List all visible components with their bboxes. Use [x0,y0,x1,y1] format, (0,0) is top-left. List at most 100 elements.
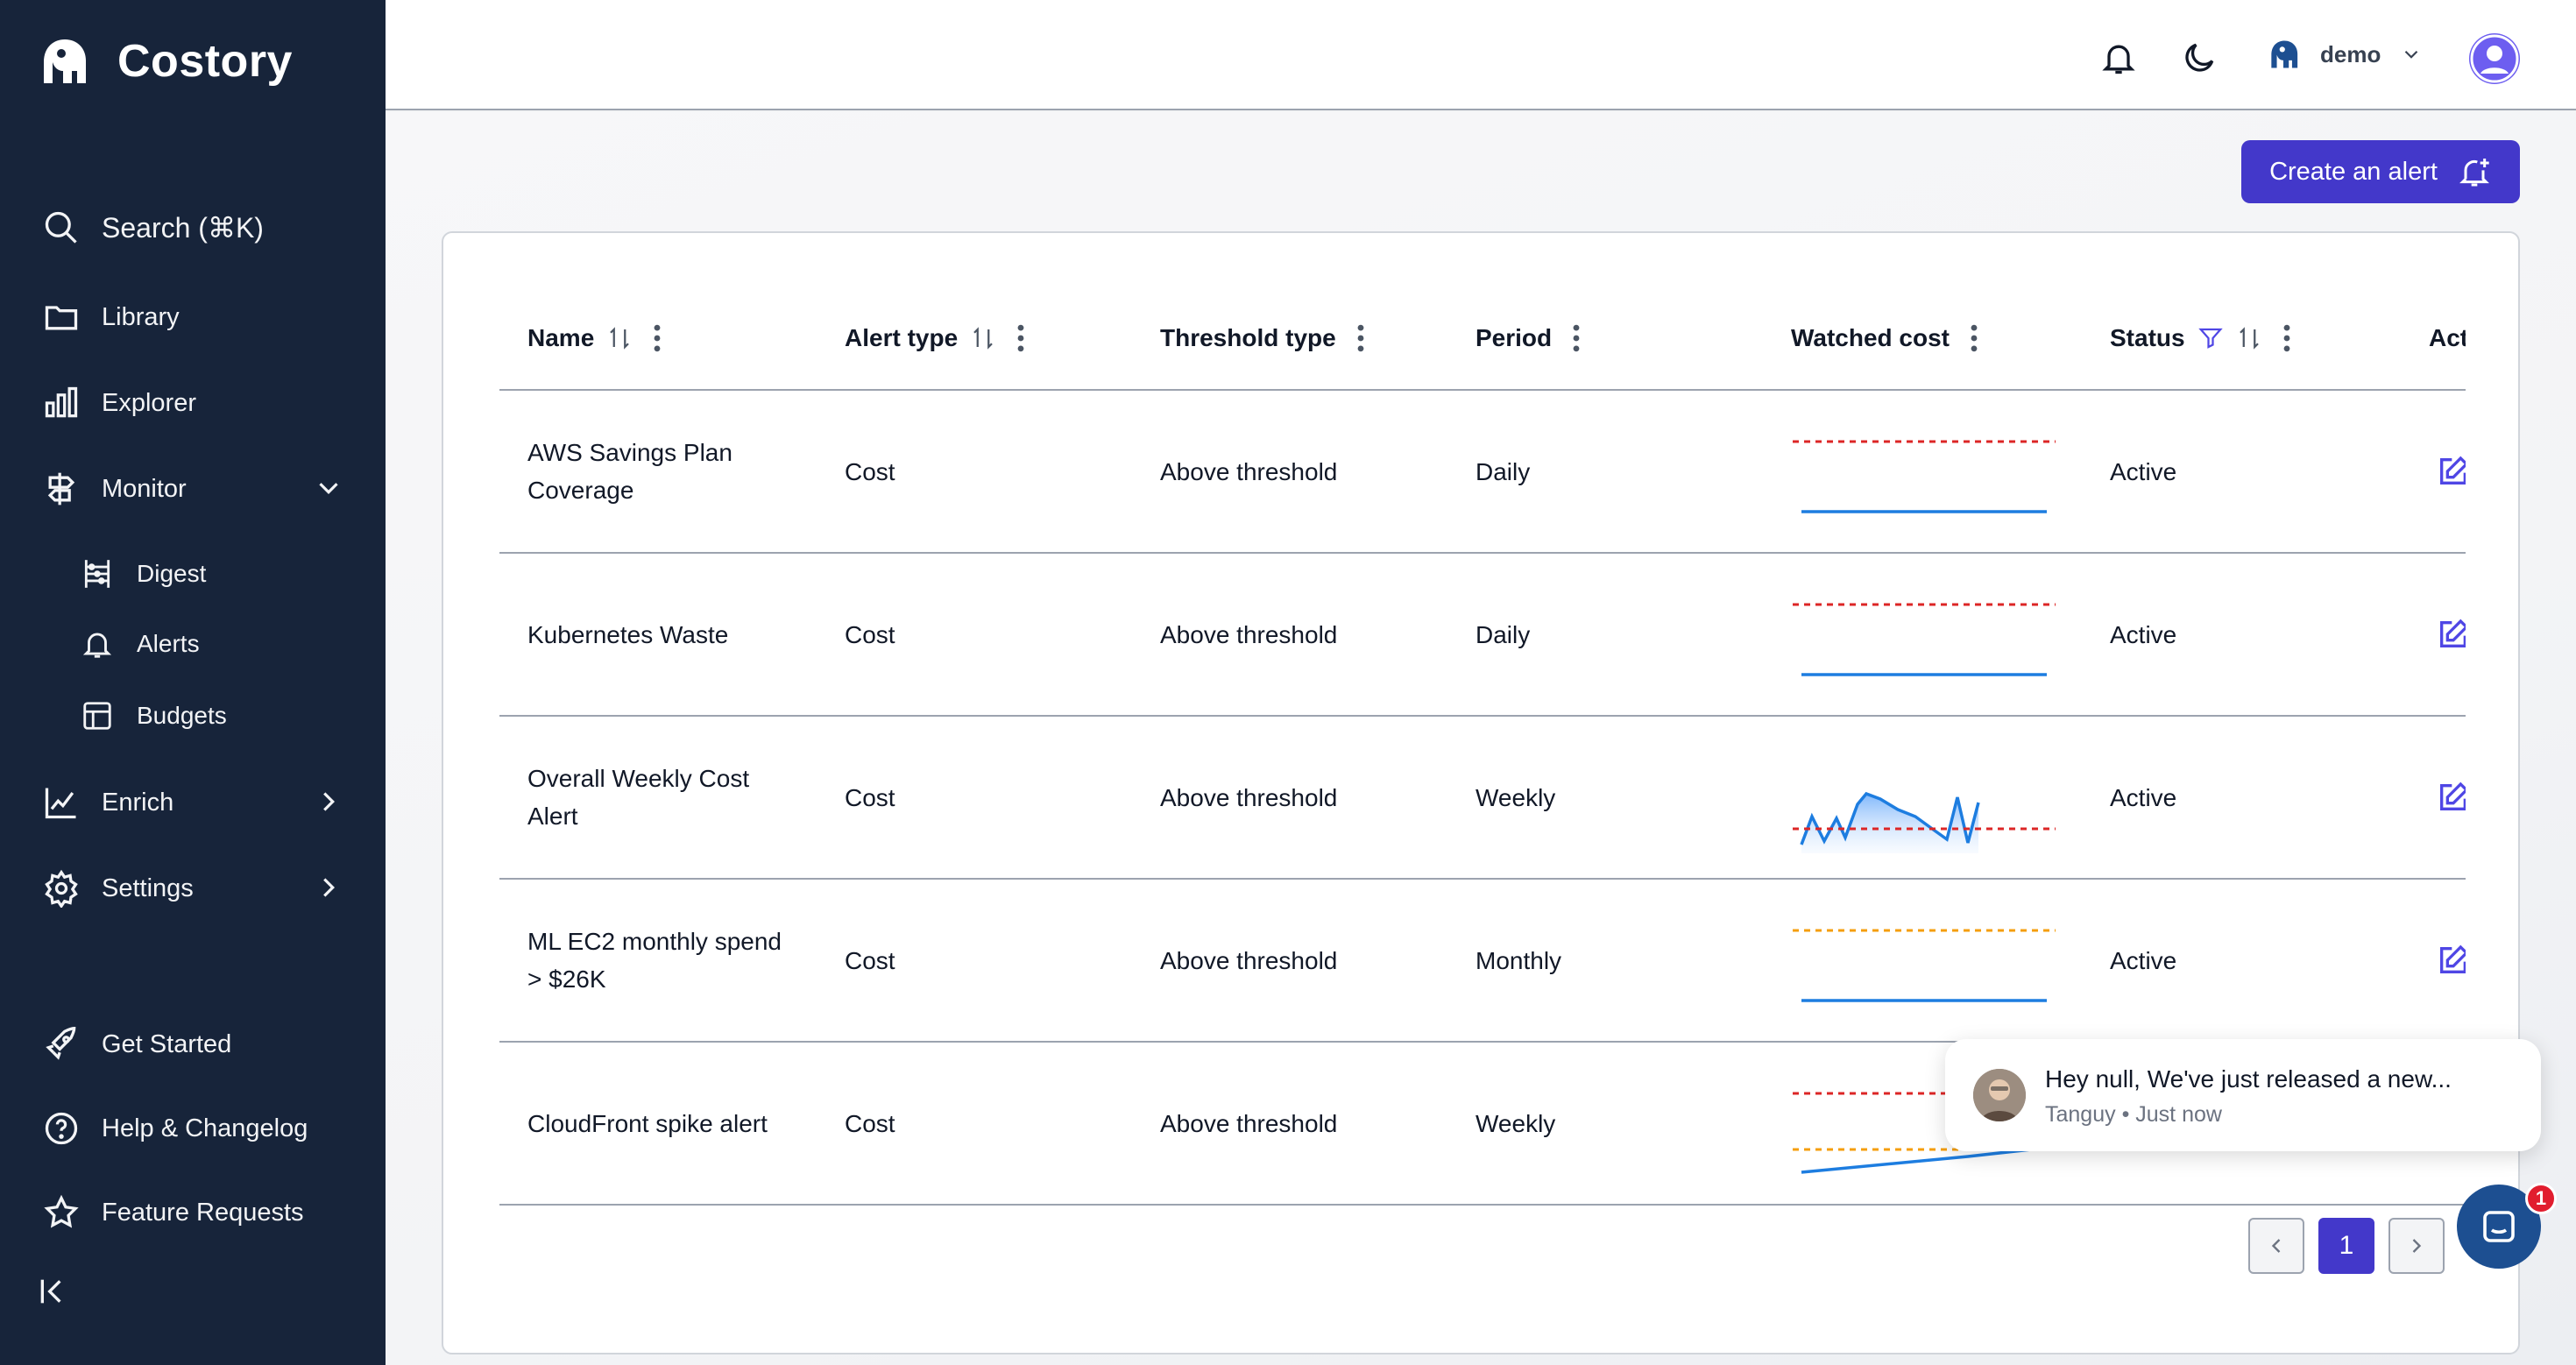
sidebar-item-label: Monitor [102,474,187,503]
sidebar-item-settings[interactable]: Settings [42,869,194,908]
table-row[interactable]: AWS Savings Plan Coverage Cost Above thr… [499,391,2466,554]
sidebar-item-library[interactable]: Library [42,298,180,336]
chat-icon [2483,1211,2515,1242]
table-icon [83,702,111,730]
chevron-right-icon [2412,1239,2422,1253]
column-menu-icon[interactable] [1969,323,1979,353]
sidebar-item-label: Feature Requests [102,1198,304,1227]
alerts-table: Name Alert type Threshold type Period Wa… [499,286,2466,1258]
watched-cost-sparkline [1793,603,2056,676]
user-avatar[interactable] [2469,33,2520,84]
brand-name: Costory [117,36,293,87]
cell-threshold-type: Above threshold [1160,620,1338,648]
sidebar-item-label: Enrich [102,788,174,817]
chevron-right-icon[interactable] [312,785,345,818]
brand[interactable]: Costory [35,35,293,88]
column-header-period[interactable]: Period [1476,286,1582,391]
sidebar: Costory Search (⌘K) Library Explorer Mon… [0,0,386,1365]
org-name: demo [2320,40,2381,67]
column-menu-icon[interactable] [1016,323,1026,353]
search-button[interactable]: Search (⌘K) [42,209,264,247]
signpost-icon [47,472,75,506]
column-menu-icon[interactable] [1355,323,1366,353]
bar-chart-icon [45,386,78,418]
sidebar-item-enrich[interactable]: Enrich [42,783,173,822]
column-menu-icon[interactable] [2282,323,2292,353]
bell-plus-icon [2459,159,2489,187]
search-icon [45,211,77,244]
sidebar-item-feature-requests[interactable]: Feature Requests [42,1193,304,1232]
cell-period: Weekly [1476,1109,1556,1137]
chat-notification[interactable]: Hey null, We've just released a new... T… [1945,1039,2541,1151]
chevron-down-icon[interactable] [312,471,345,505]
cell-alert-type: Cost [845,457,895,485]
cell-threshold-type: Above threshold [1160,946,1338,974]
column-header-actions: Act [2429,286,2466,391]
column-header-alert-type[interactable]: Alert type [845,286,1026,391]
filter-icon[interactable] [2197,325,2224,351]
sidebar-item-label: Digest [137,560,207,587]
column-label: Threshold type [1160,324,1336,351]
prev-page-button[interactable] [2248,1218,2304,1274]
column-header-name[interactable]: Name [527,286,662,391]
column-header-threshold-type[interactable]: Threshold type [1160,286,1366,391]
next-page-button[interactable] [2388,1218,2445,1274]
sidebar-item-label: Help & Changelog [102,1114,308,1142]
elephant-icon [44,39,86,83]
chevron-right-icon[interactable] [312,871,345,904]
sidebar-item-monitor[interactable]: Monitor [42,470,187,508]
table-row[interactable]: Kubernetes Waste Cost Above threshold Da… [499,554,2466,717]
sidebar-item-digest[interactable]: Digest [81,557,206,591]
column-label: Name [527,324,595,351]
sort-icon[interactable] [606,325,633,351]
table-row[interactable]: Overall Weekly Cost Alert Cost Above thr… [499,717,2466,880]
org-switcher[interactable]: demo [2266,39,2423,70]
column-menu-icon[interactable] [1571,323,1582,353]
dark-mode-moon-icon[interactable] [2180,39,2219,77]
watched-cost-sparkline [1793,791,2056,853]
cell-name: Overall Weekly Cost Alert [527,765,750,830]
notifications-bell-icon[interactable] [2099,39,2138,77]
edit-icon[interactable] [2436,454,2466,489]
edit-icon[interactable] [2436,617,2466,652]
table-row[interactable]: ML EC2 monthly spend > $26K Cost Above t… [499,880,2466,1043]
column-menu-icon[interactable] [652,323,662,353]
cell-name: AWS Savings Plan Coverage [527,439,732,504]
cell-status: Active [2110,946,2177,974]
edit-icon[interactable] [2436,780,2466,815]
sidebar-item-label: Library [102,302,180,331]
bell-icon [82,633,112,658]
cell-status: Active [2110,620,2177,648]
sidebar-item-get-started[interactable]: Get Started [42,1025,231,1064]
column-header-watched-cost[interactable]: Watched cost [1791,286,1979,391]
column-header-status[interactable]: Status [2110,286,2292,391]
sidebar-item-help[interactable]: Help & Changelog [42,1109,308,1148]
column-label: Period [1476,324,1553,351]
sidebar-item-explorer[interactable]: Explorer [42,384,196,422]
cell-name: ML EC2 monthly spend > $26K [527,928,782,993]
collapse-sidebar-icon[interactable] [35,1274,70,1309]
column-label: Act [2429,324,2466,351]
sort-icon[interactable] [970,325,996,351]
column-label: Watched cost [1791,324,1950,351]
alerts-table-card: Name Alert type Threshold type Period Wa… [442,231,2520,1354]
create-alert-label: Create an alert [2269,157,2438,186]
cell-period: Monthly [1476,946,1562,974]
sidebar-item-label: Get Started [102,1029,232,1058]
chat-sender: Tanguy [2045,1102,2116,1127]
cell-period: Weekly [1476,783,1556,811]
sidebar-item-budgets[interactable]: Budgets [81,699,227,732]
sidebar-item-alerts[interactable]: Alerts [81,627,200,661]
header-divider [499,389,2466,391]
person-photo-icon [1973,1069,2026,1121]
unread-badge: 1 [2525,1183,2557,1214]
cell-alert-type: Cost [845,1109,895,1137]
chevron-down-icon [2405,50,2418,59]
page-1-button[interactable]: 1 [2318,1218,2374,1274]
rocket-icon [46,1027,76,1060]
folder-icon [45,306,78,330]
sort-icon[interactable] [2236,325,2262,351]
cell-status: Active [2110,457,2177,485]
edit-icon[interactable] [2436,943,2466,978]
create-alert-button[interactable]: Create an alert [2241,140,2520,203]
